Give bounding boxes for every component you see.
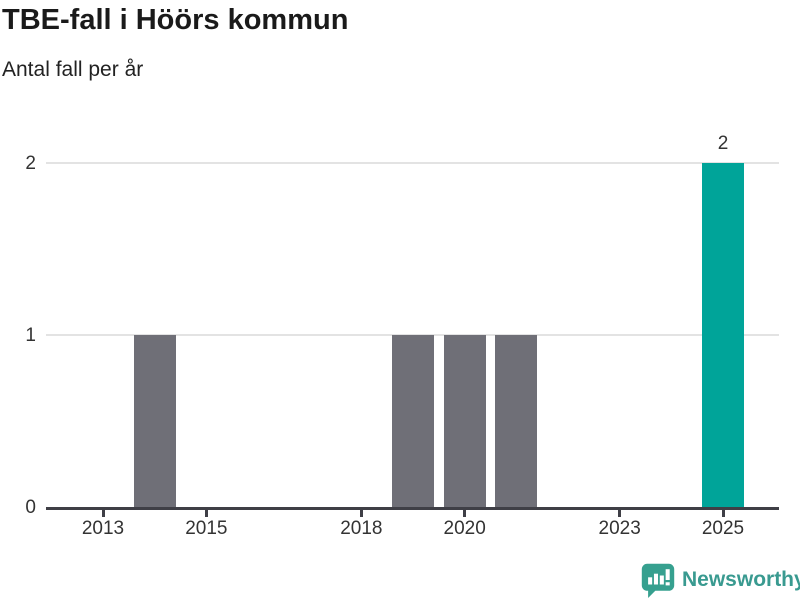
x-axis-label-2023: 2023 bbox=[598, 518, 641, 539]
bar-2020 bbox=[443, 335, 486, 507]
chart-title: TBE-fall i Höörs kommun bbox=[2, 4, 349, 36]
x-axis-label-2013: 2013 bbox=[81, 518, 125, 539]
x-axis-label-2020: 2020 bbox=[443, 518, 486, 539]
y-axis-label-2: 2 bbox=[25, 153, 36, 174]
x-tick-2023 bbox=[618, 510, 622, 517]
bar-2019 bbox=[392, 335, 434, 507]
gridline-y2 bbox=[46, 162, 779, 164]
x-axis-label-2015: 2015 bbox=[185, 518, 228, 539]
x-axis-label-2025: 2025 bbox=[701, 518, 745, 539]
bar-2021 bbox=[495, 335, 538, 507]
y-axis-label-1: 1 bbox=[25, 325, 36, 346]
x-tick-2020 bbox=[463, 510, 467, 517]
chart-subtitle: Antal fall per år bbox=[2, 58, 144, 81]
x-tick-2013 bbox=[101, 510, 105, 517]
bar-2014 bbox=[133, 335, 176, 507]
x-axis-line bbox=[46, 507, 779, 510]
x-axis-label-2018: 2018 bbox=[340, 518, 383, 539]
x-tick-2018 bbox=[359, 510, 363, 517]
x-tick-2015 bbox=[204, 510, 208, 517]
brand-name: Newsworthy bbox=[682, 568, 800, 591]
x-tick-2025 bbox=[721, 510, 725, 517]
newsworthy-logo-icon bbox=[640, 562, 676, 598]
bar-value-label-2025: 2 bbox=[717, 133, 729, 154]
brand-footer-link[interactable]: Newsworthy bbox=[640, 562, 800, 598]
bar-2025 bbox=[702, 163, 744, 507]
y-axis-label-0: 0 bbox=[25, 497, 36, 518]
